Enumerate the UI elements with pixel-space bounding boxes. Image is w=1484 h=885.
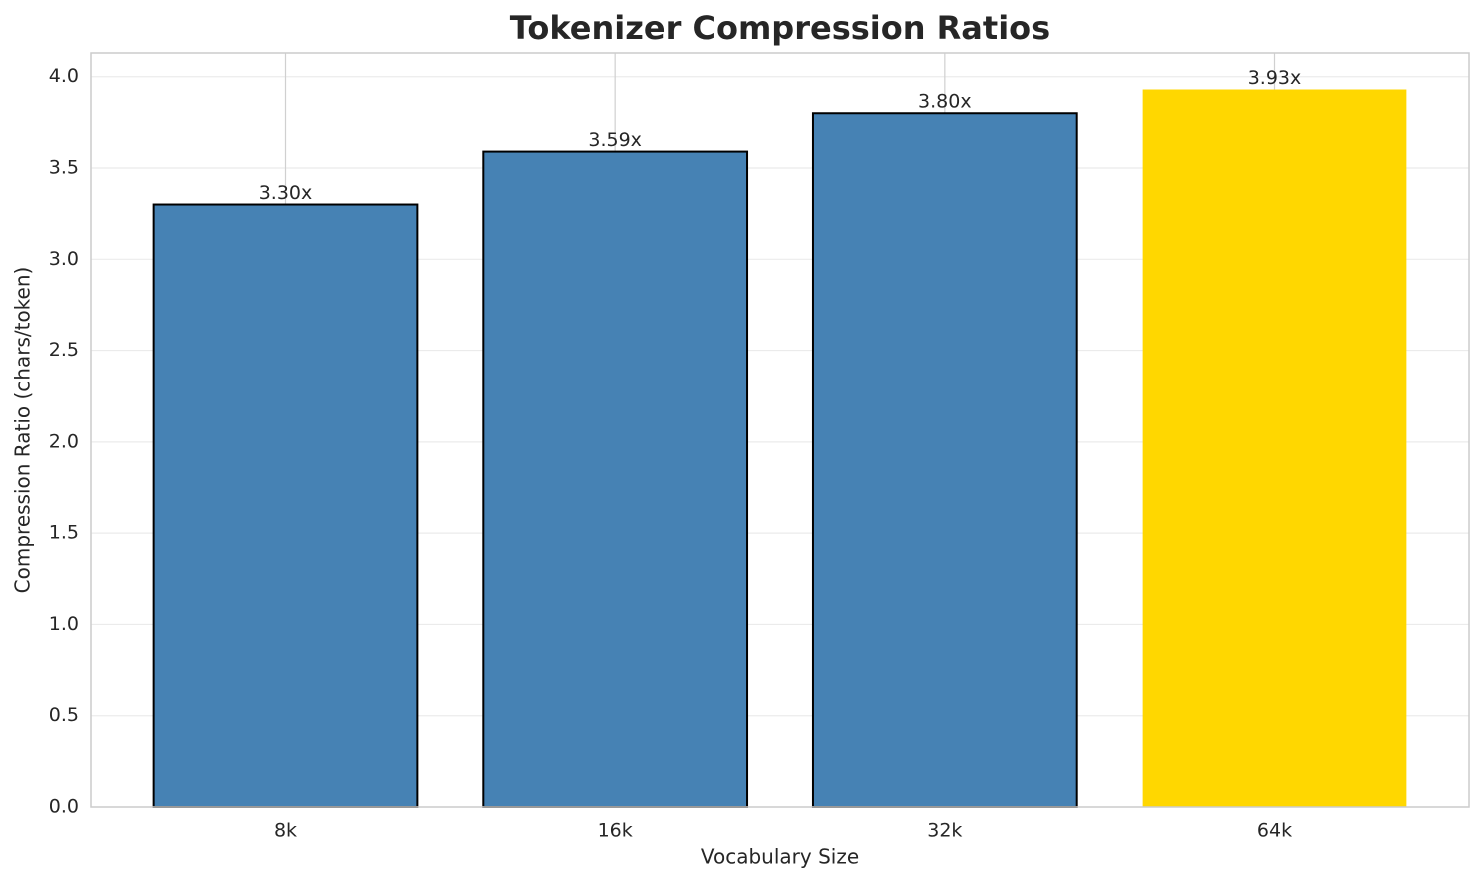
x-tick-label: 16k: [598, 820, 633, 842]
bar: [152, 203, 419, 808]
y-axis-label: Compression Ratio (chars/token): [11, 267, 35, 594]
axes-frame: [90, 52, 1470, 808]
y-tick-label: 3.5: [49, 157, 79, 179]
bar: [482, 150, 749, 809]
chart-title: Tokenizer Compression Ratios: [510, 9, 1050, 47]
y-tick-label: 1.5: [49, 522, 79, 544]
y-tick-label: 1.0: [49, 613, 79, 635]
x-axis-label: Vocabulary Size: [701, 845, 859, 869]
value-label: 3.30x: [259, 182, 313, 204]
y-tick-label: 0.5: [49, 704, 79, 726]
x-tick-label: 8k: [274, 820, 297, 842]
x-tick-label: 64k: [1257, 820, 1292, 842]
plot-area: [152, 89, 1407, 809]
y-tick-label: 0.0: [49, 796, 79, 818]
y-tick-label: 2.0: [49, 430, 79, 452]
y-tick-label: 4.0: [49, 65, 79, 87]
x-tick-label: 32k: [927, 820, 962, 842]
value-label: 3.80x: [918, 91, 972, 113]
bar: [1142, 89, 1407, 808]
y-tick-label: 3.0: [49, 248, 79, 270]
value-label: 3.59x: [588, 129, 642, 151]
y-tick-label: 2.5: [49, 339, 79, 361]
bar: [811, 112, 1078, 809]
value-label: 3.93x: [1248, 67, 1302, 89]
